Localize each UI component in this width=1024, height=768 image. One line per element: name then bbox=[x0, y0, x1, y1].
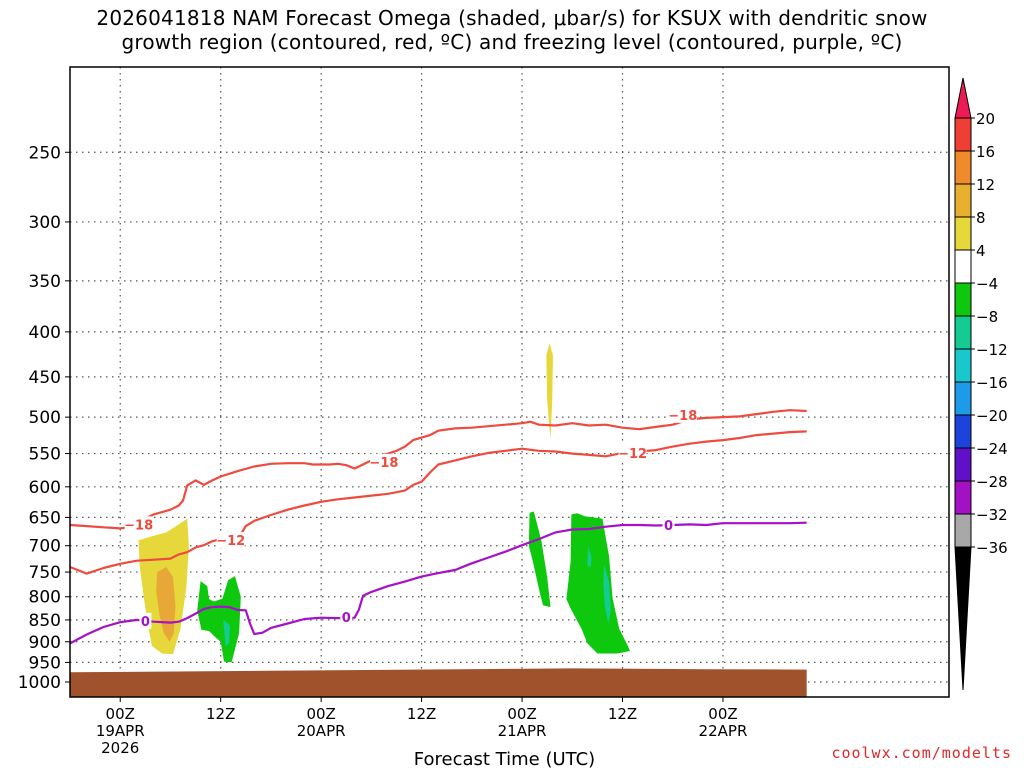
y-tick-label-0: 250 bbox=[29, 143, 61, 163]
plot-area bbox=[70, 67, 949, 697]
credit-text: coolwx.com/modelts bbox=[831, 744, 1012, 762]
x-tick-label-0-1: 19APR bbox=[96, 722, 145, 740]
omega-region-3 bbox=[197, 576, 241, 663]
colorbar-label-2: 12 bbox=[976, 176, 995, 194]
omega-region-4 bbox=[223, 619, 230, 647]
colorbar-band-5 bbox=[954, 249, 972, 284]
x-tick-label-4-1: 21APR bbox=[498, 722, 547, 740]
plot-border bbox=[69, 66, 950, 698]
colorbar-label-10: −24 bbox=[976, 440, 1008, 458]
contour-label-1-1: −12 bbox=[618, 447, 647, 462]
x-tick-label-6-0: 00Z bbox=[708, 705, 737, 723]
y-tick-label-6: 550 bbox=[29, 445, 61, 465]
contour-line-0 bbox=[70, 409, 807, 530]
contour-label-0-1: −18 bbox=[369, 456, 398, 471]
contour-line-2 bbox=[70, 521, 807, 645]
x-tick-label-2-1: 20APR bbox=[297, 722, 346, 740]
colorbar-label-3: 8 bbox=[976, 209, 986, 227]
colorbar-band-10 bbox=[954, 414, 972, 449]
ground-shading bbox=[70, 668, 807, 697]
omega-region-7 bbox=[587, 546, 592, 567]
colorbar-label-7: −12 bbox=[976, 341, 1008, 359]
colorbar-label-4: 4 bbox=[976, 242, 986, 260]
colorbar-band-1 bbox=[954, 117, 972, 152]
colorbar-label-12: −32 bbox=[976, 506, 1008, 524]
colorbar-band-13 bbox=[954, 513, 972, 548]
contour-label-2-1: 0 bbox=[342, 611, 351, 626]
contour-label-bg-0-0 bbox=[124, 516, 153, 533]
contour-label-0-2: −18 bbox=[668, 409, 697, 424]
y-tick-label-12: 850 bbox=[29, 611, 61, 631]
y-tick-label-1: 300 bbox=[29, 213, 61, 233]
x-axis-title: Forecast Time (UTC) bbox=[414, 749, 595, 768]
y-tick-label-7: 600 bbox=[29, 478, 61, 498]
colorbar-label-5: −4 bbox=[976, 275, 998, 293]
contour-line-1 bbox=[70, 430, 807, 575]
y-tick-label-5: 500 bbox=[29, 408, 61, 428]
y-tick-label-3: 400 bbox=[29, 323, 61, 343]
colorbar-band-3 bbox=[954, 183, 972, 218]
colorbar-bottom-triangle bbox=[954, 546, 972, 691]
contour-label-bg-1-1 bbox=[618, 444, 647, 461]
contour-label-0-0: −18 bbox=[124, 518, 153, 533]
y-tick-label-13: 900 bbox=[29, 633, 61, 653]
contour-label-bg-2-0 bbox=[139, 612, 152, 629]
y-tick-label-2: 350 bbox=[29, 272, 61, 292]
contour-label-2-2: 0 bbox=[664, 519, 673, 534]
y-tick-label-8: 650 bbox=[29, 508, 61, 528]
y-tick-label-14: 950 bbox=[29, 653, 61, 673]
y-tick-label-15: 1000 bbox=[18, 673, 61, 693]
contour-label-1-0: −12 bbox=[216, 534, 245, 549]
contour-label-2-0: 0 bbox=[141, 615, 150, 630]
omega-region-5 bbox=[528, 511, 551, 608]
contour-label-bg-0-1 bbox=[369, 453, 398, 470]
y-tick-label-10: 750 bbox=[29, 563, 61, 583]
x-tick-label-4-0: 00Z bbox=[507, 705, 536, 723]
colorbar-label-6: −8 bbox=[976, 308, 998, 326]
title-line-2: growth region (contoured, red, ºC) and f… bbox=[121, 30, 903, 54]
y-tick-label-4: 450 bbox=[29, 368, 61, 388]
colorbar-label-8: −16 bbox=[976, 374, 1008, 392]
omega-region-2 bbox=[546, 343, 553, 440]
colorbar-band-4 bbox=[954, 216, 972, 251]
colorbar-band-11 bbox=[954, 447, 972, 482]
omega-region-6 bbox=[566, 513, 630, 654]
contour-label-bg-2-2 bbox=[662, 516, 675, 533]
colorbar-label-0: 20 bbox=[976, 110, 995, 128]
omega-region-8 bbox=[603, 564, 611, 624]
colorbar-band-9 bbox=[954, 381, 972, 416]
x-tick-label-0-0: 00Z bbox=[106, 705, 135, 723]
contour-label-bg-2-1 bbox=[340, 609, 353, 626]
x-tick-label-0-2: 2026 bbox=[101, 739, 139, 757]
y-tick-label-9: 700 bbox=[29, 537, 61, 557]
colorbar-top-triangle bbox=[954, 77, 972, 119]
colorbar-label-11: −28 bbox=[976, 473, 1008, 491]
title-line-1: 2026041818 NAM Forecast Omega (shaded, μ… bbox=[96, 6, 928, 30]
colorbar-band-8 bbox=[954, 348, 972, 383]
colorbar-band-7 bbox=[954, 315, 972, 350]
contour-label-bg-0-2 bbox=[668, 406, 697, 423]
colorbar-label-1: 16 bbox=[976, 143, 995, 161]
contour-label-bg-1-0 bbox=[216, 532, 245, 549]
chart-title: 2026041818 NAM Forecast Omega (shaded, μ… bbox=[0, 6, 1024, 54]
colorbar-label-13: −36 bbox=[976, 539, 1008, 557]
x-tick-label-6-1: 22APR bbox=[699, 722, 748, 740]
x-tick-label-1-0: 12Z bbox=[206, 705, 235, 723]
y-tick-label-11: 800 bbox=[29, 588, 61, 608]
colorbar-label-9: −20 bbox=[976, 407, 1008, 425]
x-tick-label-5-0: 12Z bbox=[608, 705, 637, 723]
x-tick-label-2-0: 00Z bbox=[306, 705, 335, 723]
colorbar-band-12 bbox=[954, 480, 972, 515]
colorbar-band-2 bbox=[954, 150, 972, 185]
x-tick-label-3-0: 12Z bbox=[407, 705, 436, 723]
colorbar-band-6 bbox=[954, 282, 972, 317]
